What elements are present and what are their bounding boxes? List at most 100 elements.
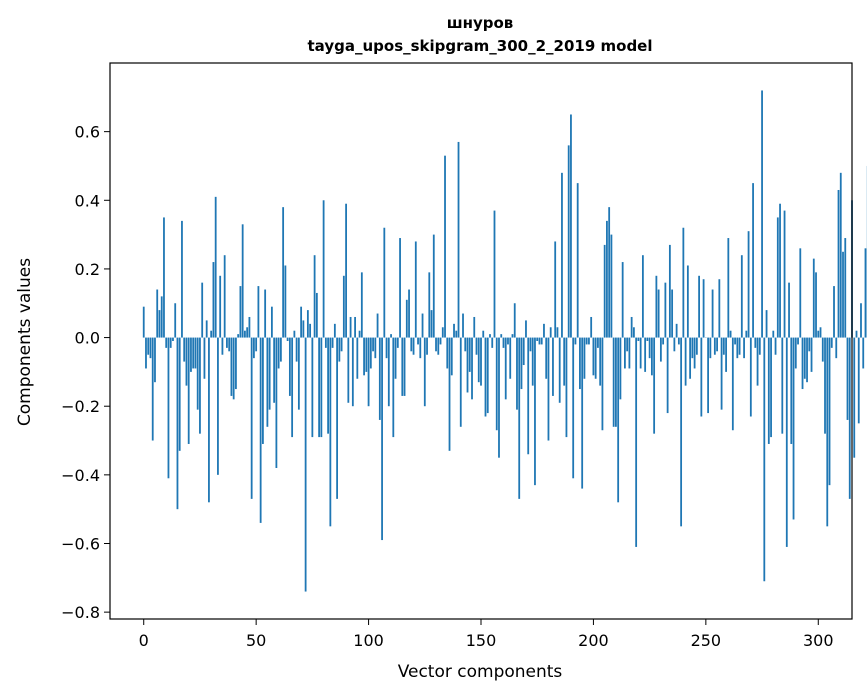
bar [606, 220, 608, 338]
bar [633, 327, 635, 338]
bar [702, 279, 705, 338]
bar [493, 210, 496, 338]
bar [441, 327, 444, 338]
bar [561, 172, 563, 338]
bar [826, 337, 829, 527]
bar [828, 337, 831, 486]
bar [239, 286, 242, 338]
bar [864, 248, 867, 338]
bar [639, 337, 642, 369]
bar [707, 337, 709, 414]
bar [190, 337, 192, 372]
bar [835, 337, 838, 359]
bar [812, 258, 815, 338]
bar [772, 330, 775, 338]
bar [279, 337, 282, 362]
y-tick-label: −0.4 [61, 466, 100, 485]
bar [306, 310, 309, 338]
bar [608, 207, 611, 338]
bar [781, 337, 784, 434]
bar [747, 231, 750, 338]
bar [392, 337, 395, 438]
bar [396, 337, 399, 348]
bar [237, 334, 240, 338]
bar [853, 337, 856, 458]
bar [464, 337, 467, 352]
x-tick-label: 0 [139, 631, 149, 650]
y-tick-label: 0.2 [75, 260, 100, 279]
bar [806, 337, 808, 383]
bar [664, 282, 667, 338]
bar [333, 323, 336, 338]
bar [210, 330, 213, 338]
bar [351, 337, 354, 407]
bar [232, 337, 235, 400]
bar [428, 272, 431, 338]
bar [511, 334, 514, 338]
bar [599, 337, 602, 386]
bar [412, 337, 415, 355]
bar [270, 306, 273, 338]
bar [183, 337, 186, 362]
bar [268, 337, 271, 410]
x-axis-label: Vector components [398, 662, 563, 682]
bar [635, 337, 638, 547]
bar [185, 337, 188, 386]
bar [770, 337, 772, 438]
bar [221, 337, 224, 355]
bar [156, 289, 159, 338]
x-axis-ticks: 0 50 100 150 200 250 300 [139, 619, 834, 650]
bar [779, 203, 781, 338]
bar [491, 337, 494, 348]
bar [446, 337, 449, 369]
bar [473, 316, 476, 338]
bar [680, 337, 683, 527]
bar [172, 337, 174, 341]
bar [783, 210, 786, 338]
bar [518, 337, 521, 499]
bar [516, 337, 518, 410]
bar [394, 337, 397, 379]
bar [509, 337, 512, 379]
bar [671, 289, 674, 338]
bar [749, 337, 752, 417]
bar [504, 337, 507, 400]
bar [408, 289, 410, 338]
bar [842, 251, 844, 338]
bar [178, 337, 181, 451]
bar [230, 337, 233, 396]
bar [763, 337, 766, 582]
bar [745, 330, 748, 338]
bar [293, 330, 296, 338]
bar [860, 303, 862, 338]
bar [563, 337, 566, 386]
bar [527, 337, 530, 455]
bar [727, 238, 730, 338]
bar [677, 337, 680, 345]
bar [767, 337, 770, 444]
bar [154, 337, 156, 383]
bar [592, 337, 595, 376]
bar [545, 337, 548, 379]
bar [385, 337, 388, 359]
bar [621, 262, 624, 338]
x-tick-label: 200 [578, 631, 609, 650]
bar [601, 337, 604, 431]
bar [756, 337, 759, 386]
bar [331, 337, 334, 348]
y-tick-label: 0.6 [75, 123, 100, 142]
bar [430, 310, 433, 338]
bar [345, 203, 347, 338]
bar [824, 337, 826, 434]
bar [502, 337, 505, 348]
bar [163, 217, 165, 338]
bar [401, 337, 404, 396]
bar [358, 330, 361, 338]
bar [556, 327, 559, 338]
bar [405, 299, 408, 338]
bar [576, 183, 579, 338]
bar [538, 337, 541, 345]
bar [624, 337, 626, 369]
bar [684, 337, 687, 386]
bar [374, 337, 377, 359]
